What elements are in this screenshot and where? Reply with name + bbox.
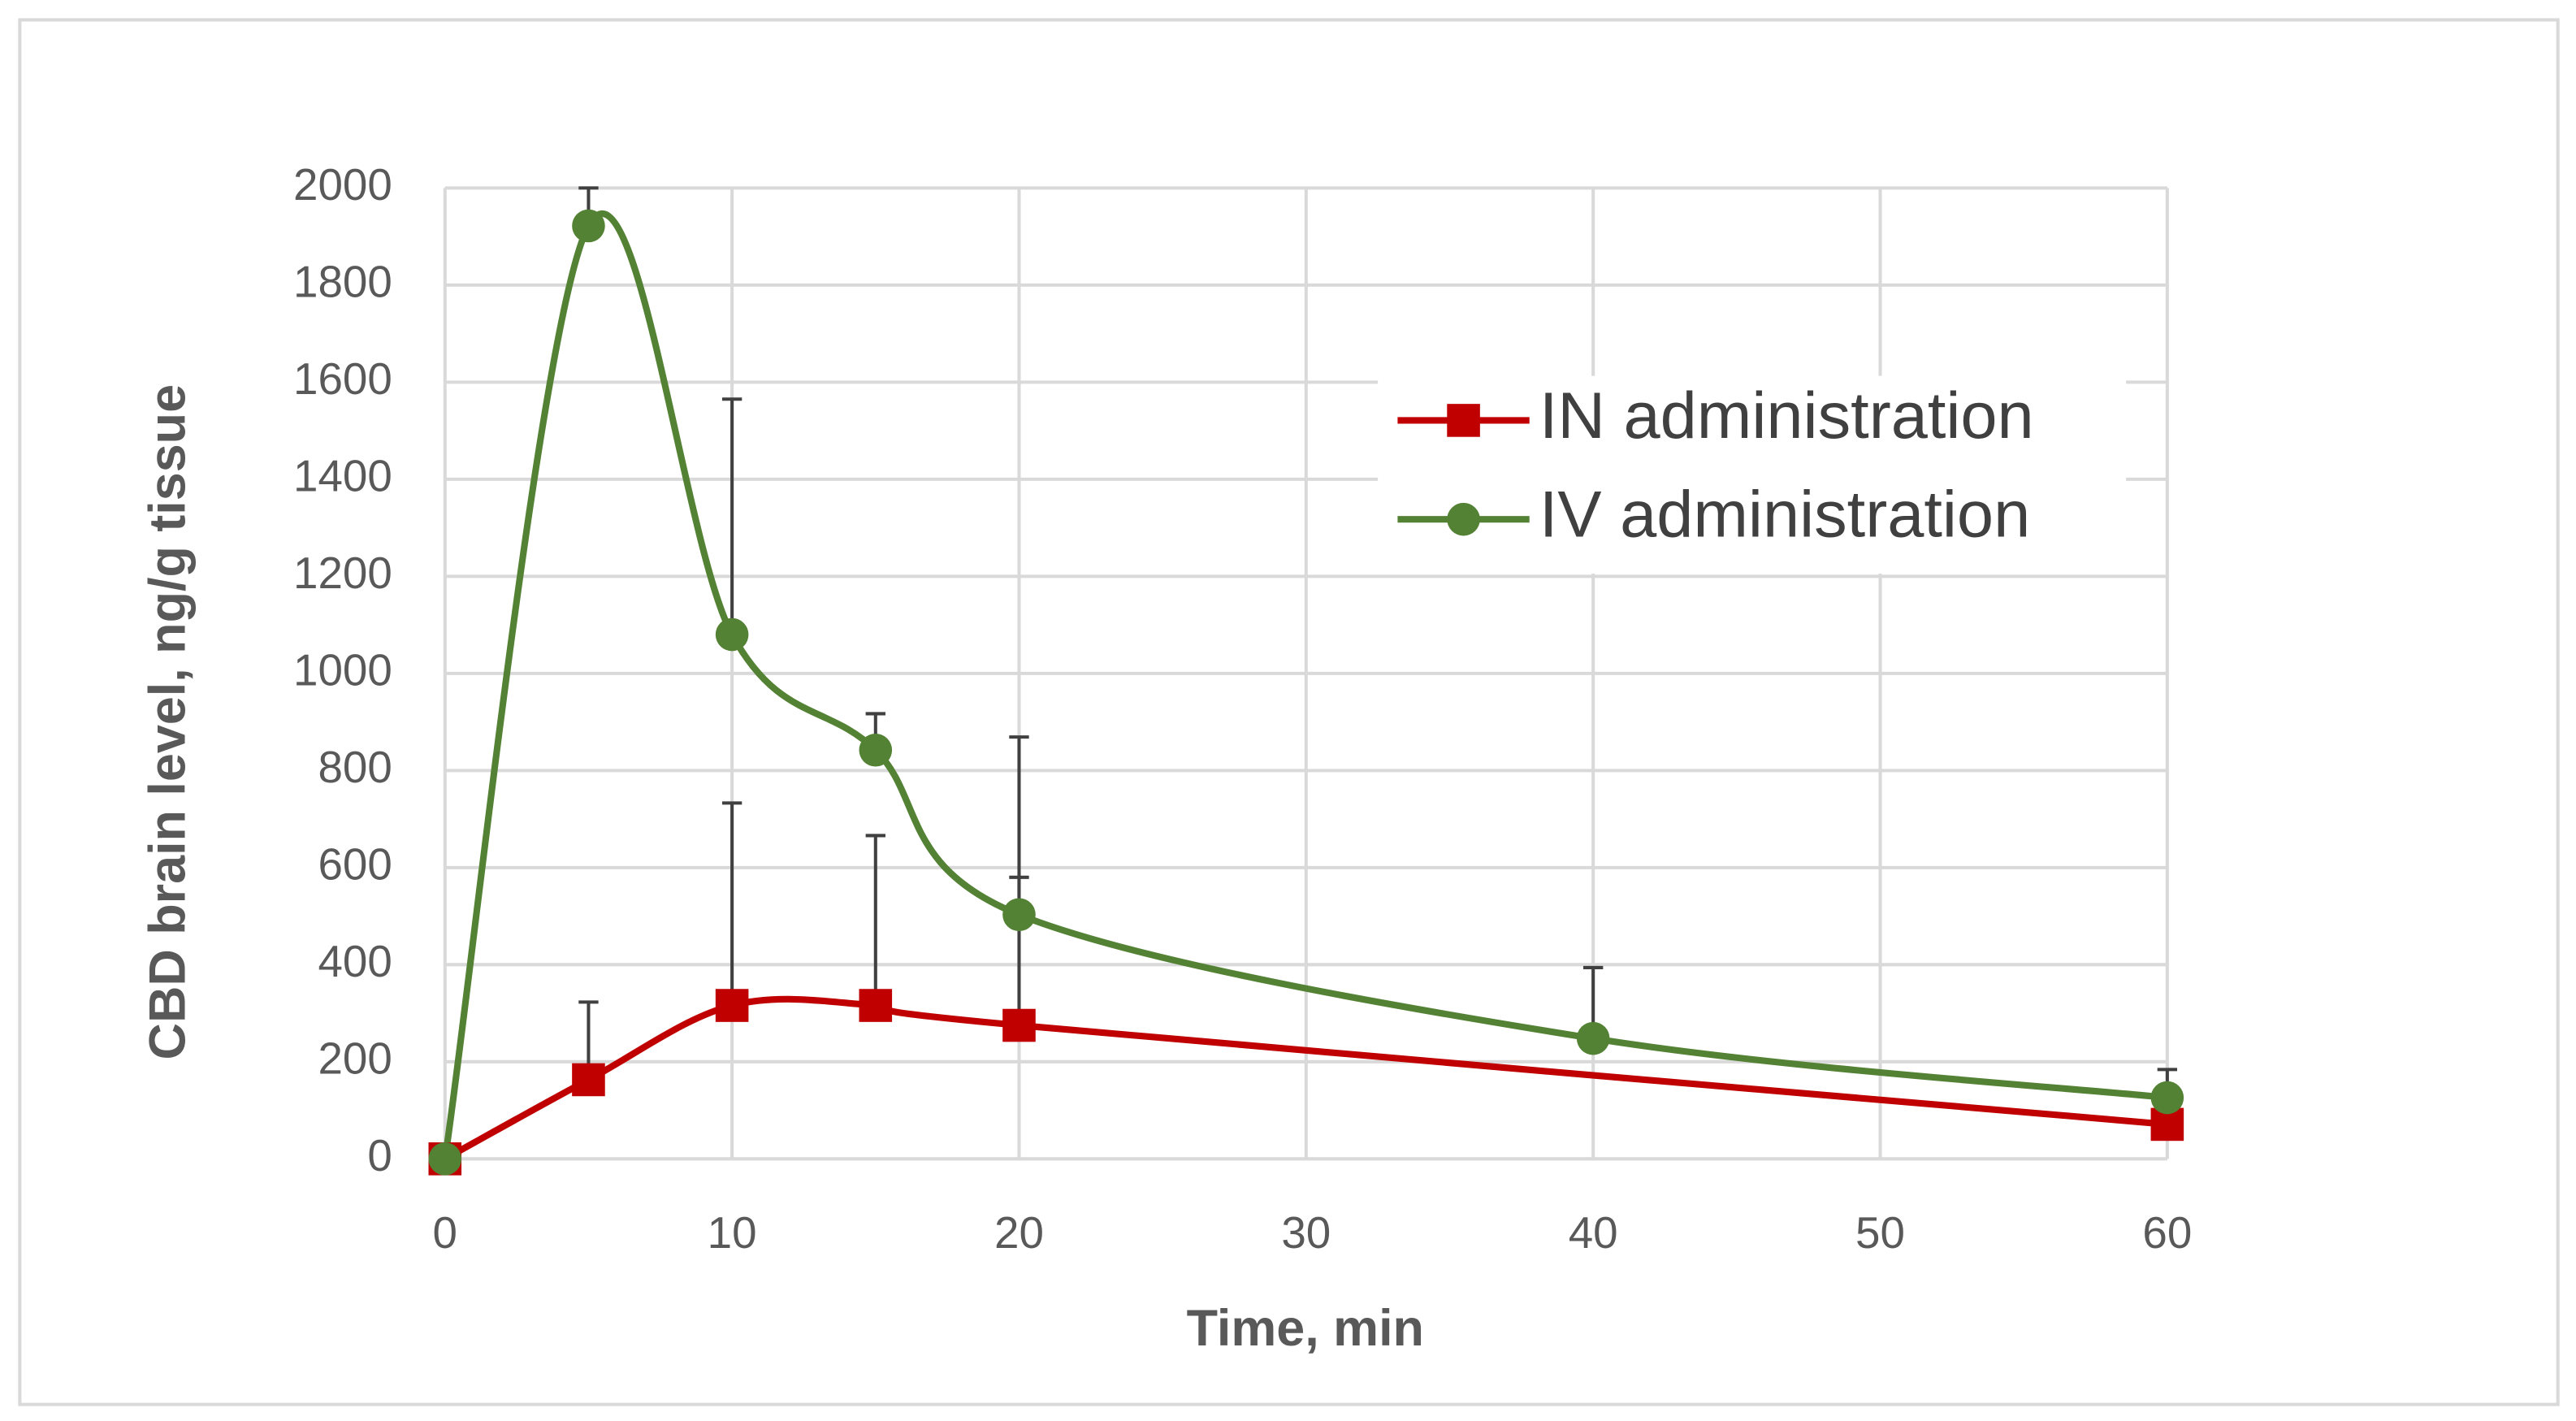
y-tick-label: 1000 — [293, 644, 392, 695]
x-tick-label: 60 — [2142, 1207, 2192, 1258]
legend-label: IV administration — [1539, 479, 2030, 552]
y-tick-label: 800 — [318, 742, 392, 792]
x-tick-label: 10 — [708, 1207, 757, 1258]
x-tick-label: 20 — [994, 1207, 1044, 1258]
y-axis-title: CBD brain level, ng/g tissue — [140, 384, 197, 1060]
marker — [1002, 898, 1036, 932]
legend-box — [1378, 375, 2127, 574]
y-tick-label: 2000 — [293, 159, 392, 210]
error-bar — [721, 397, 742, 635]
chart-frame — [18, 18, 2560, 1406]
marker — [715, 617, 749, 652]
legend: IN administration IV administration — [1378, 375, 2127, 574]
marker — [572, 1063, 605, 1097]
x-tick-label: 30 — [1281, 1207, 1331, 1258]
marker — [2150, 1081, 2184, 1115]
marker — [1576, 1021, 1610, 1055]
error-bar — [721, 801, 742, 1006]
x-tick-label: 50 — [1855, 1207, 1905, 1258]
x-tick-label: 40 — [1569, 1207, 1618, 1258]
marker — [859, 733, 893, 767]
y-tick-label: 0 — [367, 1130, 392, 1181]
marker — [715, 989, 749, 1022]
y-tick-label: 1400 — [293, 450, 392, 500]
x-tick-label: 0 — [433, 1207, 457, 1258]
y-tick-label: 1800 — [293, 256, 392, 306]
legend-label: IN administration — [1539, 379, 2034, 453]
error-bar — [865, 834, 885, 1006]
marker — [859, 989, 893, 1022]
y-tick-label: 200 — [318, 1033, 392, 1083]
marker — [428, 1142, 462, 1176]
markers — [428, 209, 2184, 1176]
y-tick-label: 1200 — [293, 548, 392, 598]
marker — [1002, 1008, 1036, 1042]
legend-marker — [1447, 404, 1480, 437]
y-tick-label: 600 — [318, 838, 392, 889]
marker — [572, 209, 605, 243]
x-axis-title: Time, min — [1187, 1300, 1424, 1357]
error-bar — [1009, 735, 1029, 915]
legend-marker — [1447, 502, 1480, 536]
y-tick-label: 1600 — [293, 353, 392, 404]
y-tick-label: 400 — [318, 936, 392, 986]
